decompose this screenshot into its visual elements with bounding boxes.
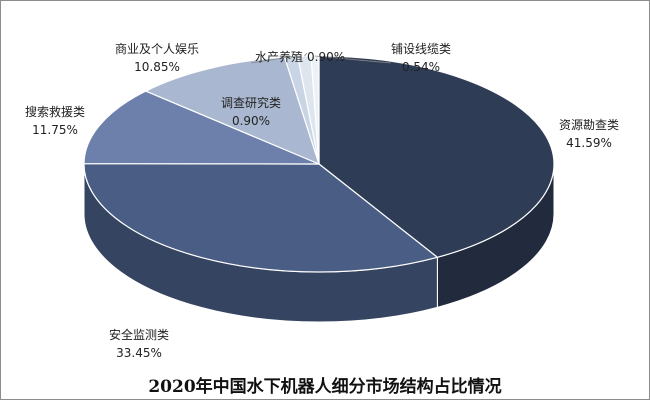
pct-aquaculture: 0.90% bbox=[307, 50, 345, 64]
pie-tops bbox=[83, 55, 555, 273]
pie-slice-1 bbox=[83, 163, 439, 273]
pct-search-rescue: 11.75% bbox=[32, 123, 78, 137]
label-resource-exploration: 资源勘查类 bbox=[559, 118, 619, 132]
pct-safety-monitoring: 33.45% bbox=[116, 346, 162, 360]
pct-cable-laying: 0.54% bbox=[402, 60, 440, 74]
pie-slice-2 bbox=[83, 90, 320, 165]
leader-line-2 bbox=[314, 55, 392, 64]
pct-commercial-entertainment: 10.85% bbox=[134, 60, 180, 74]
label-commercial-entertainment: 商业及个人娱乐 bbox=[115, 41, 199, 56]
leader-line-0 bbox=[250, 56, 292, 64]
pie-slice-3 bbox=[144, 56, 320, 166]
label-safety-monitoring: 安全监测类 bbox=[109, 327, 169, 342]
pie-slice-0 bbox=[318, 55, 555, 258]
label-search-rescue: 搜索救援类 bbox=[25, 104, 85, 119]
chart-title: 2020年中国水下机器人细分市场结构占比情况 bbox=[148, 377, 502, 397]
label-aquaculture: 水产养殖 bbox=[255, 49, 303, 64]
pct-resource-exploration: 41.59% bbox=[566, 136, 612, 150]
leader-lines bbox=[250, 52, 392, 64]
label-survey-research: 调查研究类 bbox=[221, 95, 281, 110]
pct-survey-research: 0.90% bbox=[232, 114, 270, 128]
leader-line-1 bbox=[304, 52, 308, 57]
label-cable-laying: 铺设线缆类 bbox=[391, 42, 451, 56]
